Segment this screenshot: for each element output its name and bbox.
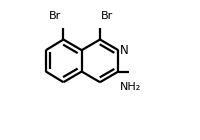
Text: NH₂: NH₂ — [120, 82, 141, 92]
Text: Br: Br — [101, 11, 113, 21]
Text: N: N — [120, 44, 128, 57]
Text: Br: Br — [49, 11, 61, 21]
